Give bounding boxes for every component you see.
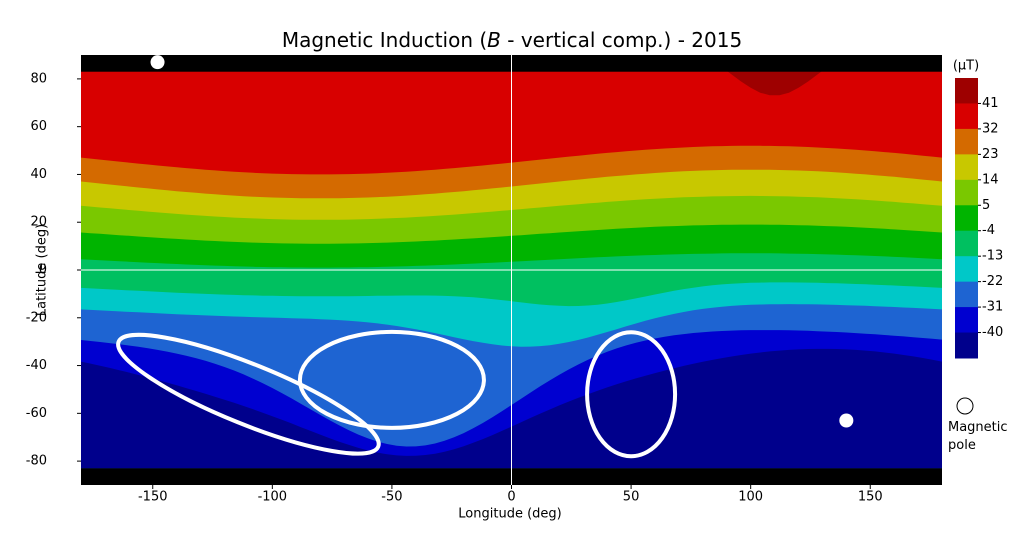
colorbar-swatch <box>955 205 978 232</box>
y-tick-label: 0 <box>39 263 47 278</box>
colorbar-swatch <box>955 332 978 359</box>
y-tick-label: 20 <box>30 215 47 230</box>
colorbar-tick-label: 32 <box>982 121 999 136</box>
annotation-ellipse <box>116 332 381 456</box>
x-tick-label: -150 <box>138 490 168 505</box>
map-field <box>81 55 942 485</box>
pole-marker <box>839 413 854 428</box>
colorbar-tick-label: -13 <box>982 249 1003 264</box>
colorbar-swatch <box>955 307 978 334</box>
colorbar-swatch <box>955 154 978 181</box>
y-tick-label: 80 <box>30 71 47 86</box>
colorbar-swatch <box>955 230 978 257</box>
x-tick-label: 100 <box>738 490 763 505</box>
legend-label: Magnetic pole <box>948 420 1008 453</box>
legend-label-line: Magnetic <box>948 420 1008 435</box>
band <box>81 348 942 469</box>
colorbar-label: (µT) <box>953 59 979 74</box>
y-tick-label: 40 <box>30 167 47 182</box>
colorbar-tick-label: 23 <box>982 147 999 162</box>
x-tick-label: -100 <box>258 490 288 505</box>
x-tick-label: -50 <box>381 490 402 505</box>
colorbar-swatch <box>955 78 978 104</box>
chart-title: Magnetic Induction (B - vertical comp.) … <box>282 28 742 52</box>
title-prefix: Magnetic Induction ( <box>282 28 487 52</box>
colorbar-tick-label: 41 <box>982 96 999 111</box>
annotation-ellipse <box>585 330 678 459</box>
annotation-ellipse <box>297 329 486 430</box>
x-axis-label: Longitude (deg) <box>458 507 561 522</box>
x-tick-label: 50 <box>623 490 640 505</box>
y-tick-label: -20 <box>26 310 47 325</box>
colorbar-tick-label: 14 <box>982 172 999 187</box>
legend-label-line: pole <box>948 438 976 453</box>
colorbar-tick-label: -31 <box>982 300 1003 315</box>
colorbar-tick-label: -40 <box>982 325 1003 340</box>
title-suffix: - vertical comp.) - 2015 <box>501 28 742 52</box>
y-axis-label: Latitude (deg) <box>35 224 50 316</box>
colorbar-swatch <box>955 179 978 206</box>
y-tick-label: -40 <box>26 358 47 373</box>
x-tick-label: 150 <box>858 490 883 505</box>
colorbar-tick-label: -4 <box>982 223 995 238</box>
legend-marker <box>956 397 974 415</box>
y-tick-label: -80 <box>26 454 47 469</box>
colorbar-swatch <box>955 281 978 308</box>
colorbar-swatch <box>955 103 978 130</box>
x-tick-label: 0 <box>507 490 515 505</box>
pole-marker <box>150 55 165 70</box>
y-tick-label: -60 <box>26 406 47 421</box>
colorbar-tick-label: 5 <box>982 198 990 213</box>
colorbar-tick-label: -22 <box>982 274 1003 289</box>
colorbar-swatch <box>955 128 978 155</box>
y-tick-label: 60 <box>30 119 47 134</box>
colorbar-swatch <box>955 256 978 283</box>
title-variable: B <box>487 28 501 52</box>
